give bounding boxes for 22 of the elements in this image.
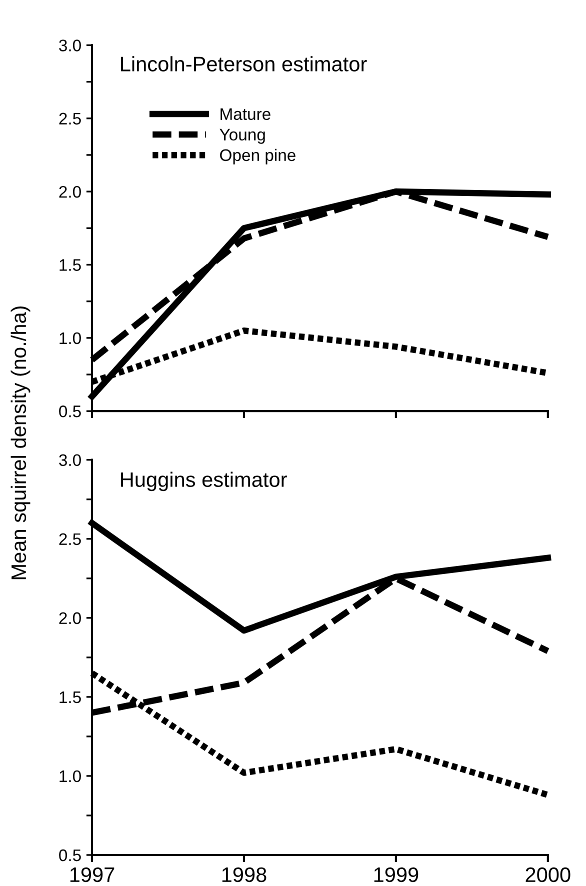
chart-title: Lincoln-Peterson estimator — [121, 56, 367, 72]
legend-label: Mature — [220, 108, 270, 120]
y-tick-label: 2.0 — [59, 612, 81, 624]
x-tick-label: 1998 — [222, 867, 266, 882]
text: Huggins estimator — [121, 472, 287, 492]
y-tick-label: 3.0 — [59, 40, 81, 52]
y-tick-label: 0.5 — [59, 406, 81, 418]
legend-label: Open pine — [220, 148, 296, 164]
y-tick-label: 2.0 — [59, 186, 81, 198]
y-tick-label: 1.5 — [60, 692, 81, 704]
y-tick-label: 2.5 — [59, 112, 81, 125]
y-tick-label: 1.0 — [60, 332, 81, 344]
y-tick-label: 0.5 — [59, 849, 81, 862]
x-tick-label: 2000 — [526, 867, 570, 882]
y-tick-label: 1.5 — [60, 259, 81, 271]
y-tick-label: 2.5 — [59, 533, 81, 546]
legend-label: Young — [220, 128, 265, 144]
x-tick-label: 1999 — [374, 867, 418, 882]
y-tick-label: 3.0 — [59, 454, 81, 466]
x-tick-label: 1997 — [70, 867, 114, 882]
y-tick-label: 1.0 — [60, 770, 81, 782]
y-axis-title: Mean squirrel density (no./ha) — [10, 306, 30, 580]
